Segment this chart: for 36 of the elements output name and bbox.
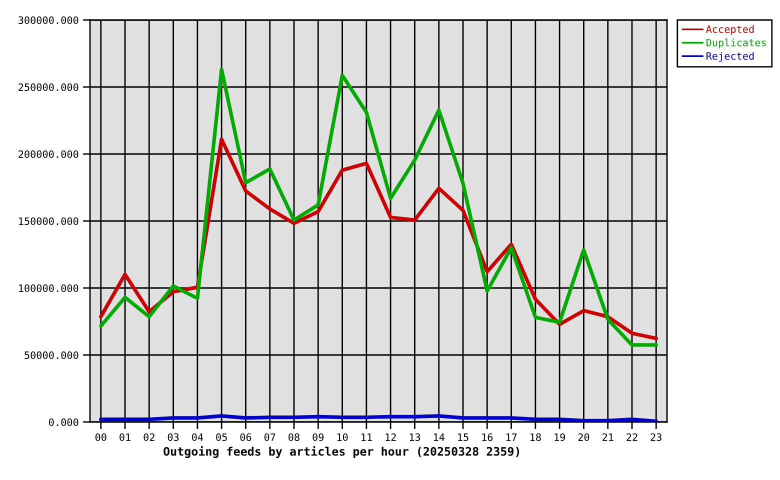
legend-label: Accepted bbox=[706, 25, 754, 35]
x-axis-title: Outgoing feeds by articles per hour (20250328 2359) bbox=[164, 446, 520, 458]
x-tick-label: 08 bbox=[288, 433, 300, 442]
y-tick-label: 200000.000 bbox=[18, 150, 78, 158]
x-tick-label: 19 bbox=[554, 433, 565, 442]
x-tick-label: 01 bbox=[120, 433, 130, 442]
y-tick-label: 300000.000 bbox=[18, 16, 78, 24]
x-tick-label: 05 bbox=[216, 433, 227, 442]
x-tick-label: 04 bbox=[192, 433, 204, 442]
x-tick-label: 02 bbox=[144, 433, 154, 442]
x-tick-label: 06 bbox=[240, 433, 252, 442]
y-tick-label: 250000.000 bbox=[18, 83, 78, 92]
line-series bbox=[99, 68, 658, 347]
x-tick-label: 18 bbox=[530, 433, 541, 442]
y-tick-label: 50000.000 bbox=[24, 351, 78, 360]
x-tick-label: 11 bbox=[362, 433, 372, 441]
x-tick-label: 03 bbox=[168, 433, 179, 442]
x-tick-label: 00 bbox=[95, 433, 106, 442]
x-tick-label: 14 bbox=[434, 433, 444, 441]
x-tick-label: 09 bbox=[312, 433, 324, 442]
x-tick-label: 22 bbox=[626, 433, 638, 441]
x-tick-label: 17 bbox=[506, 433, 517, 441]
x-tick-label: 12 bbox=[386, 433, 396, 441]
x-tick-label: 16 bbox=[482, 433, 493, 442]
y-tick-label: 0.000 bbox=[49, 418, 78, 426]
x-tick-label: 21 bbox=[602, 433, 614, 441]
x-tick-label: 15 bbox=[458, 433, 468, 442]
x-tick-label: 20 bbox=[578, 433, 590, 442]
x-tick-label: 07 bbox=[264, 433, 276, 442]
legend-label: Rejected bbox=[706, 52, 754, 62]
x-tick-label: 13 bbox=[410, 433, 420, 442]
legend-label: Duplicates bbox=[706, 38, 766, 48]
y-tick-label: 150000.000 bbox=[19, 217, 78, 226]
y-tick-label: 100000.000 bbox=[19, 284, 78, 292]
x-tick-label: 10 bbox=[337, 433, 348, 442]
x-tick-label: 23 bbox=[650, 433, 662, 442]
